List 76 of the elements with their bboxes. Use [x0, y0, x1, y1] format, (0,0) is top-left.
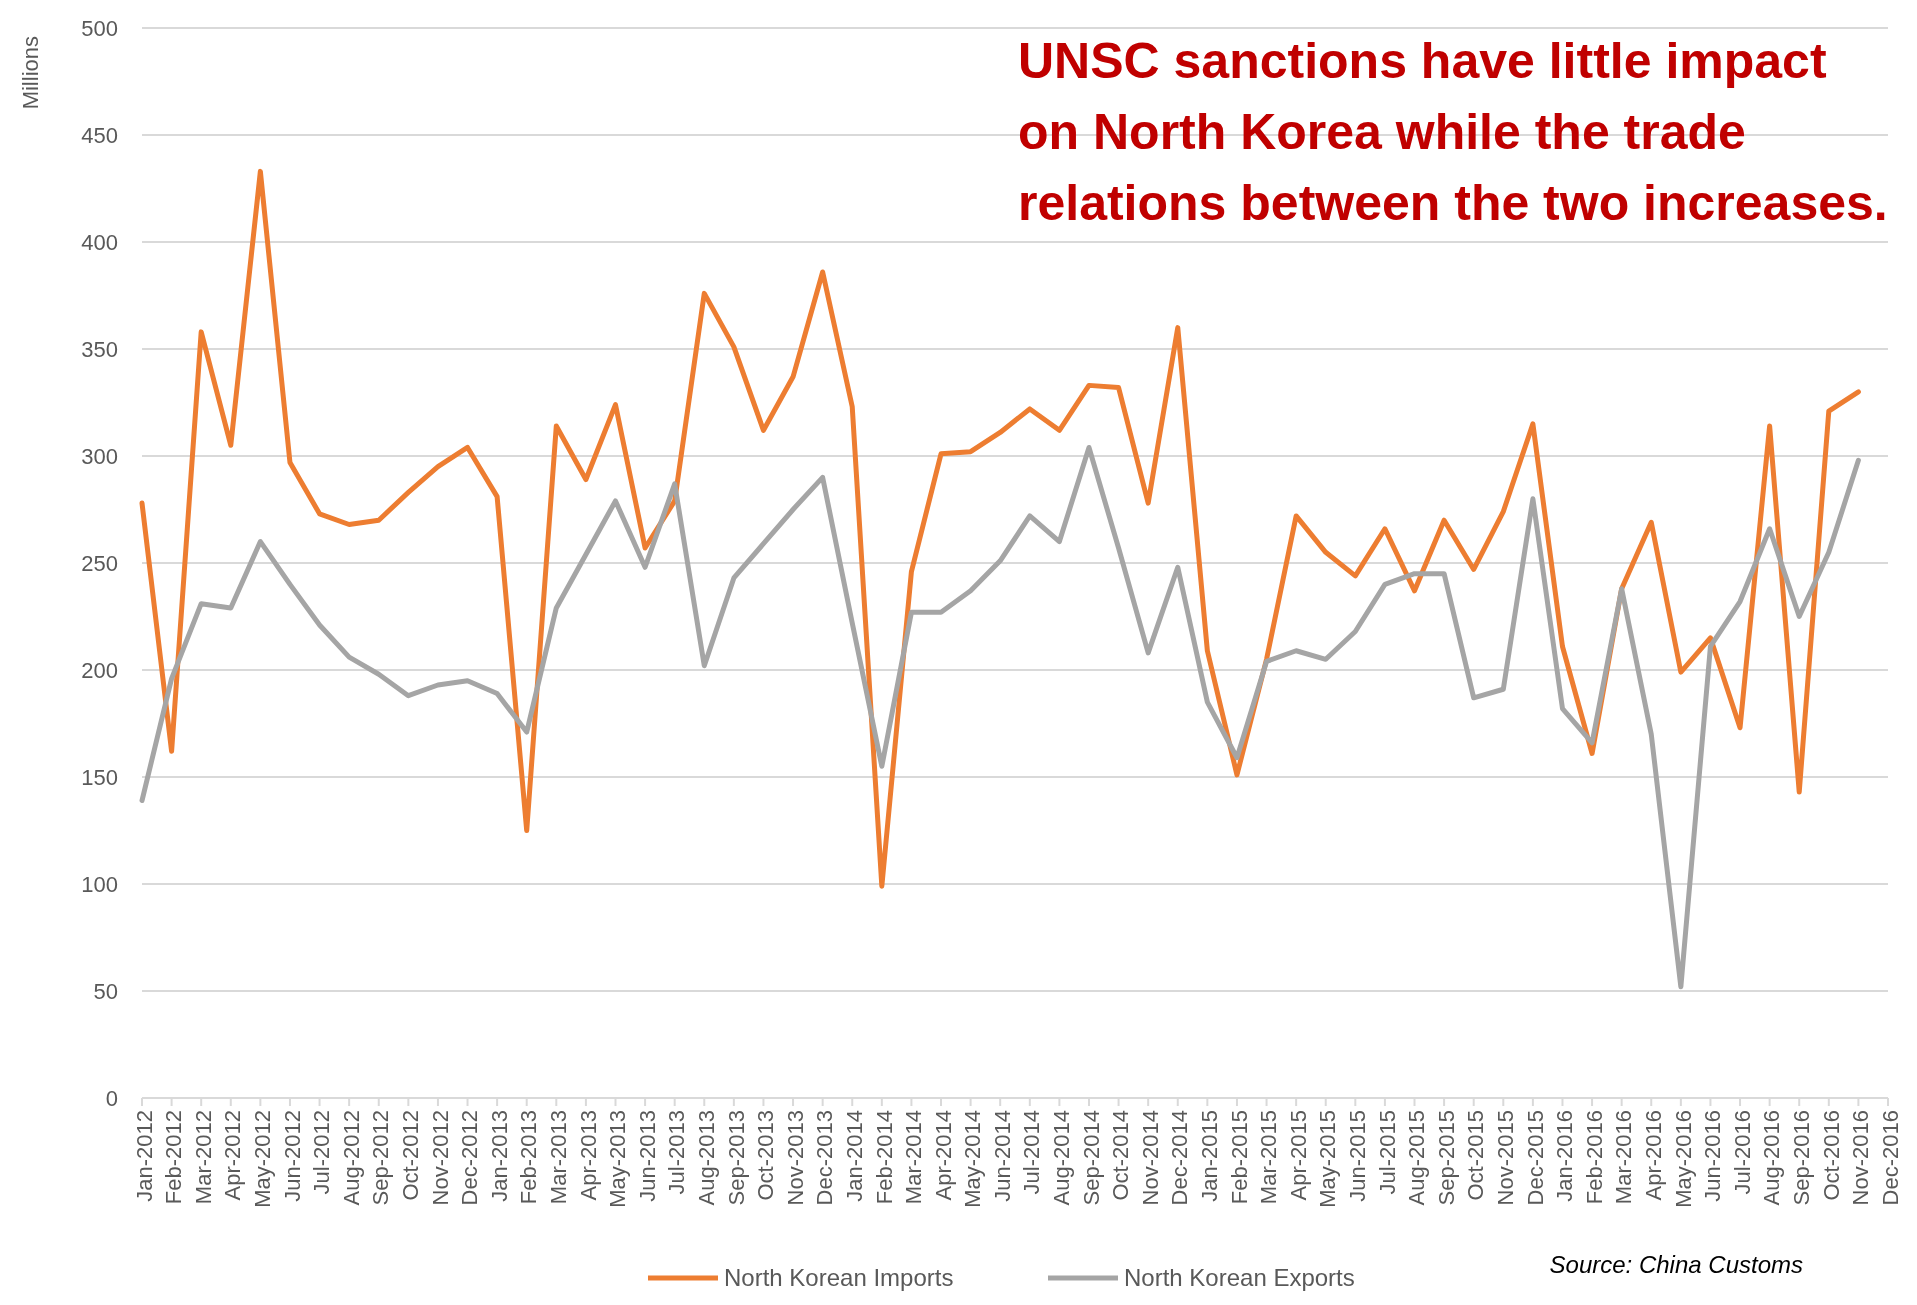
x-tick-label: Jun-2014	[989, 1110, 1015, 1202]
x-tick-label: Jul-2016	[1729, 1110, 1755, 1195]
x-tick-label: May-2013	[605, 1110, 631, 1208]
x-tick-label: Nov-2012	[427, 1110, 453, 1206]
x-tick-label: Mar-2016	[1611, 1110, 1637, 1205]
x-tick-label: Sep-2013	[723, 1110, 749, 1206]
annotation: UNSC sanctions have little impact on North Korea while the trade relations between the two increases.	[1018, 33, 1888, 231]
x-tick-label: May-2014	[960, 1110, 986, 1208]
x-tick-label: Oct-2016	[1818, 1110, 1844, 1201]
legend-label: North Korean Imports	[724, 1264, 954, 1291]
y-tick-label: 0	[105, 1085, 118, 1111]
x-tick-label: Apr-2013	[575, 1110, 601, 1201]
y-tick-label: 500	[81, 15, 118, 41]
x-tick-label: Oct-2013	[753, 1110, 779, 1201]
x-tick-label: Aug-2015	[1404, 1110, 1430, 1206]
x-tick-label: Dec-2012	[457, 1110, 483, 1206]
x-tick-label: Mar-2015	[1256, 1110, 1282, 1205]
x-tick-label: Feb-2016	[1581, 1110, 1607, 1205]
legend-label: North Korean Exports	[1124, 1264, 1355, 1291]
x-tick-label: Oct-2015	[1463, 1110, 1489, 1201]
x-tick-label: Jan-2014	[841, 1110, 867, 1202]
x-tick-label: Aug-2013	[693, 1110, 719, 1206]
x-tick-label: Mar-2012	[190, 1110, 216, 1205]
x-tick-label: Jan-2013	[486, 1110, 512, 1202]
y-axis-title: Millions	[18, 36, 43, 110]
x-tick-label: Apr-2016	[1640, 1110, 1666, 1201]
x-tick-label: Aug-2014	[1049, 1110, 1075, 1206]
x-tick-label: Jul-2013	[664, 1110, 690, 1195]
x-tick-label: Oct-2014	[1108, 1110, 1134, 1201]
x-tick-label: May-2015	[1315, 1110, 1341, 1208]
x-tick-label: Feb-2014	[871, 1110, 897, 1205]
x-tick-label: May-2016	[1670, 1110, 1696, 1208]
y-tick-label: 250	[81, 550, 118, 576]
x-tick-label: Jun-2015	[1345, 1110, 1371, 1202]
y-tick-label: 100	[81, 871, 118, 897]
x-tick-label: Jun-2013	[634, 1110, 660, 1202]
x-tick-label: Dec-2016	[1877, 1110, 1903, 1206]
x-tick-label: Sep-2016	[1788, 1110, 1814, 1206]
x-tick-label: Nov-2015	[1492, 1110, 1518, 1206]
x-tick-label: Aug-2012	[338, 1110, 364, 1206]
x-tick-label: Sep-2014	[1078, 1110, 1104, 1206]
y-tick-label: 300	[81, 443, 118, 469]
y-tick-label: 50	[93, 978, 118, 1004]
x-tick-label: Jun-2012	[279, 1110, 305, 1202]
x-tick-label: Mar-2013	[546, 1110, 572, 1205]
y-tick-label: 400	[81, 229, 118, 255]
x-tick-label: May-2012	[250, 1110, 276, 1208]
x-tick-label: Dec-2013	[812, 1110, 838, 1206]
x-tick-label: Nov-2016	[1848, 1110, 1874, 1206]
x-tick-label: Jan-2012	[131, 1110, 157, 1202]
x-tick-label: Apr-2012	[220, 1110, 246, 1201]
x-tick-label: Oct-2012	[398, 1110, 424, 1201]
x-tick-label: Nov-2013	[782, 1110, 808, 1206]
y-tick-label: 350	[81, 336, 118, 362]
x-tick-label: Jun-2016	[1700, 1110, 1726, 1202]
source-note: Source: China Customs	[1549, 1251, 1803, 1278]
x-tick-label: Jan-2015	[1197, 1110, 1223, 1202]
x-tick-label: Sep-2012	[368, 1110, 394, 1206]
x-tick-label: Dec-2015	[1522, 1110, 1548, 1206]
x-tick-label: Nov-2014	[1137, 1110, 1163, 1206]
x-tick-label: Jul-2015	[1374, 1110, 1400, 1195]
x-tick-label: Apr-2014	[930, 1110, 956, 1201]
y-tick-label: 150	[81, 764, 118, 790]
x-tick-label: Apr-2015	[1285, 1110, 1311, 1201]
x-tick-label: Aug-2016	[1759, 1110, 1785, 1206]
x-tick-label: Jul-2014	[1019, 1110, 1045, 1195]
x-tick-label: Feb-2013	[516, 1110, 542, 1205]
x-tick-label: Jul-2012	[309, 1110, 335, 1195]
x-tick-label: Mar-2014	[901, 1110, 927, 1205]
y-tick-label: 200	[81, 657, 118, 683]
x-tick-label: Feb-2012	[161, 1110, 187, 1205]
x-tick-label: Jan-2016	[1552, 1110, 1578, 1202]
y-tick-label: 450	[81, 122, 118, 148]
x-tick-label: Feb-2015	[1226, 1110, 1252, 1205]
x-tick-label: Dec-2014	[1167, 1110, 1193, 1206]
x-tick-label: Sep-2015	[1433, 1110, 1459, 1206]
